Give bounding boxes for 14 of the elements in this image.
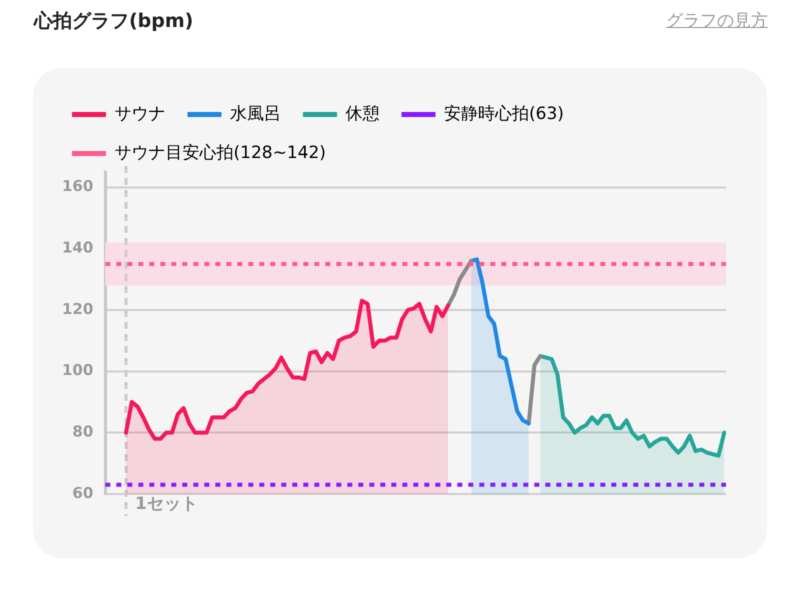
legend-label: 水風呂 [230, 104, 281, 124]
y-tick-label: 100 [62, 361, 94, 380]
chart-title: 心拍グラフ(bpm) [34, 9, 194, 34]
y-tick-label: 140 [62, 238, 94, 257]
annotation: 1セット [135, 494, 198, 514]
y-tick-label: 120 [62, 300, 94, 318]
legend-label: サウナ目安心拍(128~142) [114, 142, 326, 163]
legend-label: 安静時心拍(63) [444, 104, 564, 124]
legend-label: サウナ [114, 104, 166, 124]
y-tick-label: 60 [72, 484, 94, 502]
text: グラフの見方 [666, 10, 768, 32]
y-tick-label: 160 [62, 177, 94, 196]
legend-label: 休憩 [346, 104, 380, 124]
y-tick-label: 80 [72, 422, 94, 441]
